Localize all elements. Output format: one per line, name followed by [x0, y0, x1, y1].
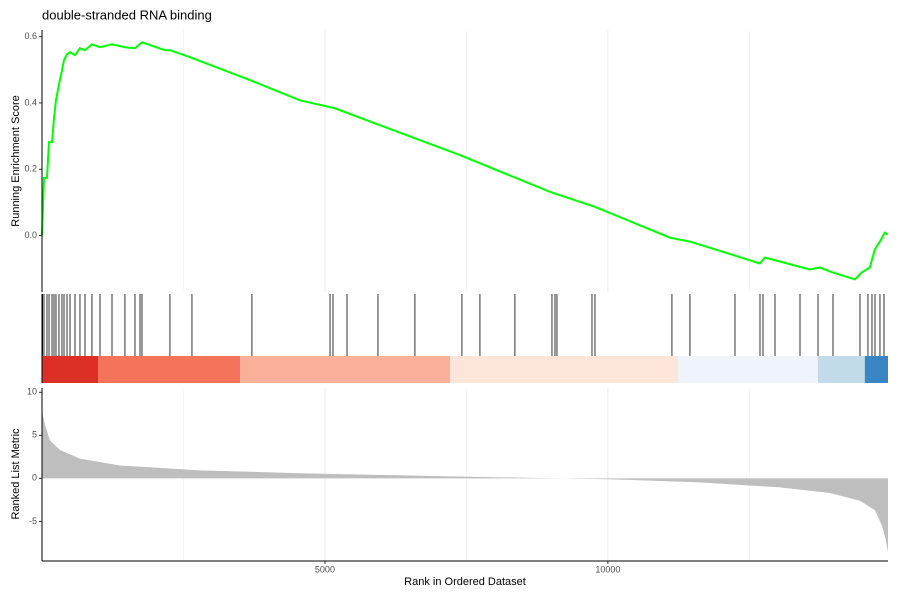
enrichment-line [41, 41, 889, 281]
x-tick-label: 5000 [315, 564, 335, 574]
y-axis-label: Ranked List Metric [10, 428, 22, 520]
color-bar-segment [450, 356, 679, 383]
y-tick-label: -5 [29, 516, 37, 526]
chart-title: double-stranded RNA binding [42, 7, 212, 22]
color-bar-segment [240, 356, 451, 383]
y-tick-label: 0.0 [24, 230, 37, 240]
color-bar-segment [678, 356, 818, 383]
y-axis-label: Running Enrichment Score [10, 95, 22, 226]
y-tick-label: 0.2 [24, 164, 37, 174]
color-bar-segment [98, 356, 241, 383]
x-tick-label: 10000 [595, 564, 620, 574]
color-bar-segment [42, 356, 99, 383]
metric-area [42, 410, 888, 553]
color-bar-segment [864, 356, 888, 383]
y-tick-label: 0 [32, 473, 37, 483]
y-tick-label: 0.4 [24, 97, 37, 107]
y-tick-label: 10 [27, 387, 37, 397]
y-tick-label: 0.6 [24, 31, 37, 41]
x-axis-label: Rank in Ordered Dataset [404, 576, 526, 588]
y-tick-label: 5 [32, 430, 37, 440]
color-bar-segment [817, 356, 865, 383]
